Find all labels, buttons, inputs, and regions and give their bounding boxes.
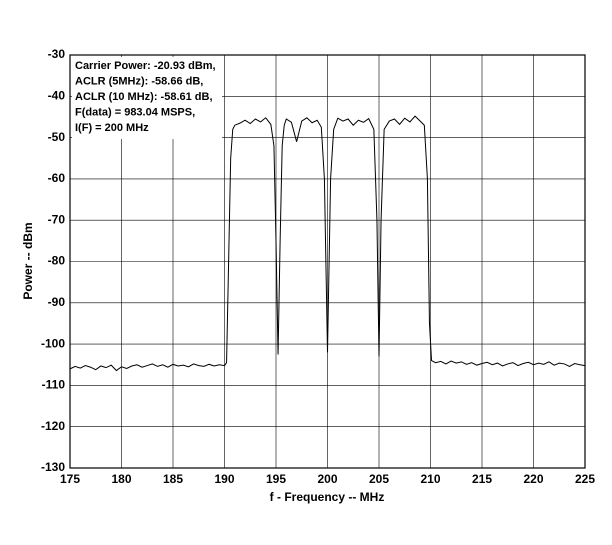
x-tick-label: 185 — [163, 472, 183, 486]
y-tick-label: -70 — [48, 212, 66, 226]
x-tick-label: 225 — [575, 472, 595, 486]
y-tick-label: -100 — [41, 336, 65, 350]
x-tick-label: 215 — [472, 472, 492, 486]
x-tick-label: 180 — [111, 472, 131, 486]
annotation-line: Carrier Power: -20.93 dBm, — [75, 60, 216, 72]
y-tick-label: -30 — [48, 47, 66, 61]
y-tick-label: -90 — [48, 295, 66, 309]
annotation-box — [72, 57, 222, 139]
spectrum-trace — [69, 115, 586, 372]
x-tick-label: 190 — [214, 472, 234, 486]
x-tick-label: 210 — [420, 472, 440, 486]
trace-group — [69, 115, 586, 372]
annotation-line: I(F) = 200 MHz — [75, 122, 149, 134]
annotation-line: ACLR (5MHz): -58.66 dB, — [75, 75, 203, 87]
annotation-line: ACLR (10 MHz): -58.61 dB, — [75, 91, 213, 103]
y-tick-label: -50 — [48, 130, 66, 144]
y-tick-label: -130 — [41, 460, 65, 474]
y-tick-label: -80 — [48, 254, 66, 268]
x-tick-label: 195 — [266, 472, 286, 486]
x-tick-label: 175 — [60, 472, 80, 486]
annotation: Carrier Power: -20.93 dBm, ACLR (5MHz): -… — [75, 60, 216, 134]
y-tick-label: -40 — [48, 88, 66, 102]
y-tick-label: -110 — [42, 378, 66, 392]
x-axis-label: f - Frequency -- MHz — [270, 490, 385, 504]
y-tick-label: -120 — [41, 419, 65, 433]
y-axis-label: Power -- dBm — [21, 222, 35, 299]
y-tick-label: -60 — [48, 171, 66, 185]
x-tick-label: 220 — [523, 472, 543, 486]
x-tick-label: 200 — [317, 472, 337, 486]
x-tick-label: 205 — [369, 472, 389, 486]
annotation-line: F(data) = 983.04 MSPS, — [75, 106, 195, 118]
